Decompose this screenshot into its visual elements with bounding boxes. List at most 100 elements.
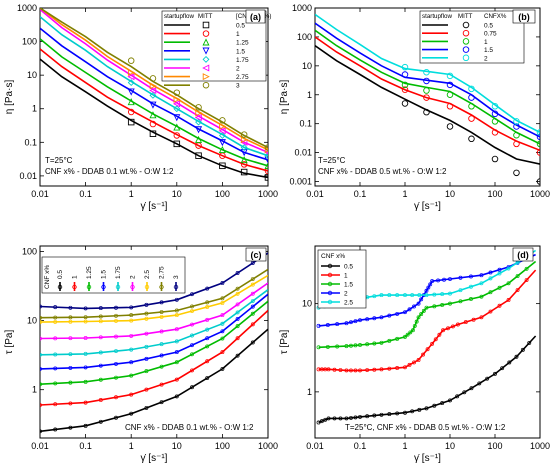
data-point <box>403 334 407 339</box>
data-point <box>401 100 409 107</box>
legend-marker <box>462 46 470 53</box>
data-point <box>425 347 430 352</box>
data-point <box>240 168 248 176</box>
data-point <box>401 71 409 78</box>
data-point <box>127 68 136 77</box>
data-point <box>195 109 203 117</box>
data-point <box>173 140 181 148</box>
data-point <box>240 161 248 168</box>
data-point <box>479 294 484 299</box>
data-point <box>497 267 502 272</box>
data-point <box>98 319 103 324</box>
data-point <box>536 133 540 141</box>
data-point <box>468 115 475 122</box>
data-point <box>144 302 149 307</box>
data-point <box>235 317 240 321</box>
series-line <box>318 269 537 372</box>
data-point <box>114 334 118 339</box>
data-point <box>408 330 413 335</box>
series-line <box>40 58 268 179</box>
series-line <box>40 38 268 167</box>
series-line <box>315 13 540 134</box>
y-tick-label: 10 <box>302 299 312 309</box>
data-point <box>68 365 73 370</box>
data-point <box>432 304 437 309</box>
data-point <box>159 342 164 347</box>
data-point <box>68 401 73 406</box>
y-tick-label: 0.01 <box>19 171 37 181</box>
y-tick-label: 0.1 <box>299 119 312 129</box>
y-tick-label: 10 <box>27 70 37 80</box>
data-point <box>332 416 337 421</box>
legend-marker <box>202 64 210 72</box>
data-point <box>114 361 118 366</box>
data-point <box>430 279 435 284</box>
data-point <box>469 297 473 301</box>
data-point <box>316 323 321 328</box>
series-line <box>40 300 268 385</box>
data-point <box>195 118 202 126</box>
legend-label: 2.75 <box>159 266 166 279</box>
data-point <box>98 306 103 311</box>
data-point <box>172 100 181 108</box>
data-point <box>219 162 226 170</box>
data-point <box>114 375 118 380</box>
data-point <box>240 136 248 144</box>
data-point <box>195 104 202 111</box>
x-tick-label: 0.1 <box>354 189 367 199</box>
data-point <box>349 320 353 325</box>
data-point <box>174 313 179 318</box>
data-point <box>173 123 181 131</box>
data-point <box>426 285 431 290</box>
data-point <box>53 381 58 386</box>
data-point <box>365 368 370 373</box>
series-line <box>40 16 268 157</box>
panel-label: (d) <box>517 250 529 260</box>
data-point <box>174 377 179 382</box>
data-point <box>264 146 268 154</box>
data-point <box>423 94 430 101</box>
data-point <box>174 360 179 365</box>
data-point <box>53 427 58 432</box>
legend-marker <box>462 54 470 62</box>
data-point <box>448 291 452 296</box>
data-point <box>159 329 164 334</box>
data-point <box>114 313 118 318</box>
data-point <box>174 327 179 332</box>
x-tick-label: 1 <box>129 441 134 451</box>
data-point <box>127 98 135 106</box>
data-point <box>488 270 493 275</box>
y-tick-label: 0.1 <box>24 137 37 147</box>
data-point <box>144 311 149 316</box>
data-point <box>338 368 343 373</box>
data-point <box>497 271 502 276</box>
data-point <box>129 392 134 397</box>
data-point <box>68 319 73 324</box>
data-point <box>316 420 321 425</box>
data-point <box>205 336 210 341</box>
legend-marker <box>159 284 164 290</box>
legend-label: 1.75 <box>236 57 249 64</box>
data-point <box>417 293 422 298</box>
data-point <box>98 397 103 402</box>
legend-label: 1 <box>484 39 488 46</box>
series-line <box>40 27 268 161</box>
x-tick-label: 1000 <box>530 441 550 451</box>
data-point <box>410 409 415 414</box>
data-point <box>432 403 437 408</box>
data-point <box>144 344 149 349</box>
series-line <box>315 22 540 138</box>
legend-marker <box>202 30 210 37</box>
data-point <box>332 367 337 372</box>
data-point <box>40 382 42 387</box>
series-line <box>315 44 540 165</box>
data-point <box>83 319 88 324</box>
data-point <box>513 118 520 125</box>
data-point <box>448 301 452 306</box>
data-point <box>387 366 392 371</box>
data-point <box>114 395 118 400</box>
data-point <box>40 429 42 434</box>
data-point <box>513 140 520 148</box>
data-point <box>205 376 210 381</box>
panel-label: (c) <box>251 250 262 260</box>
